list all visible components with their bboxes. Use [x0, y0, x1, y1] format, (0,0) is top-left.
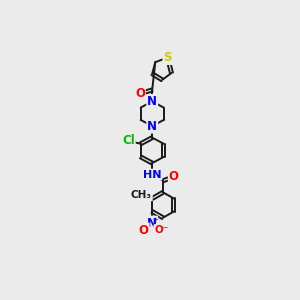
Text: N: N — [147, 217, 157, 230]
Text: O⁻: O⁻ — [154, 225, 169, 235]
Text: CH₃: CH₃ — [131, 190, 152, 200]
Text: S: S — [164, 51, 172, 64]
Text: HN: HN — [143, 169, 161, 180]
Text: O: O — [135, 87, 145, 100]
Text: N: N — [147, 95, 157, 108]
Text: O: O — [169, 170, 179, 183]
Text: N: N — [147, 120, 157, 133]
Text: O: O — [139, 224, 149, 236]
Text: +: + — [152, 217, 158, 223]
Text: Cl: Cl — [122, 134, 135, 147]
